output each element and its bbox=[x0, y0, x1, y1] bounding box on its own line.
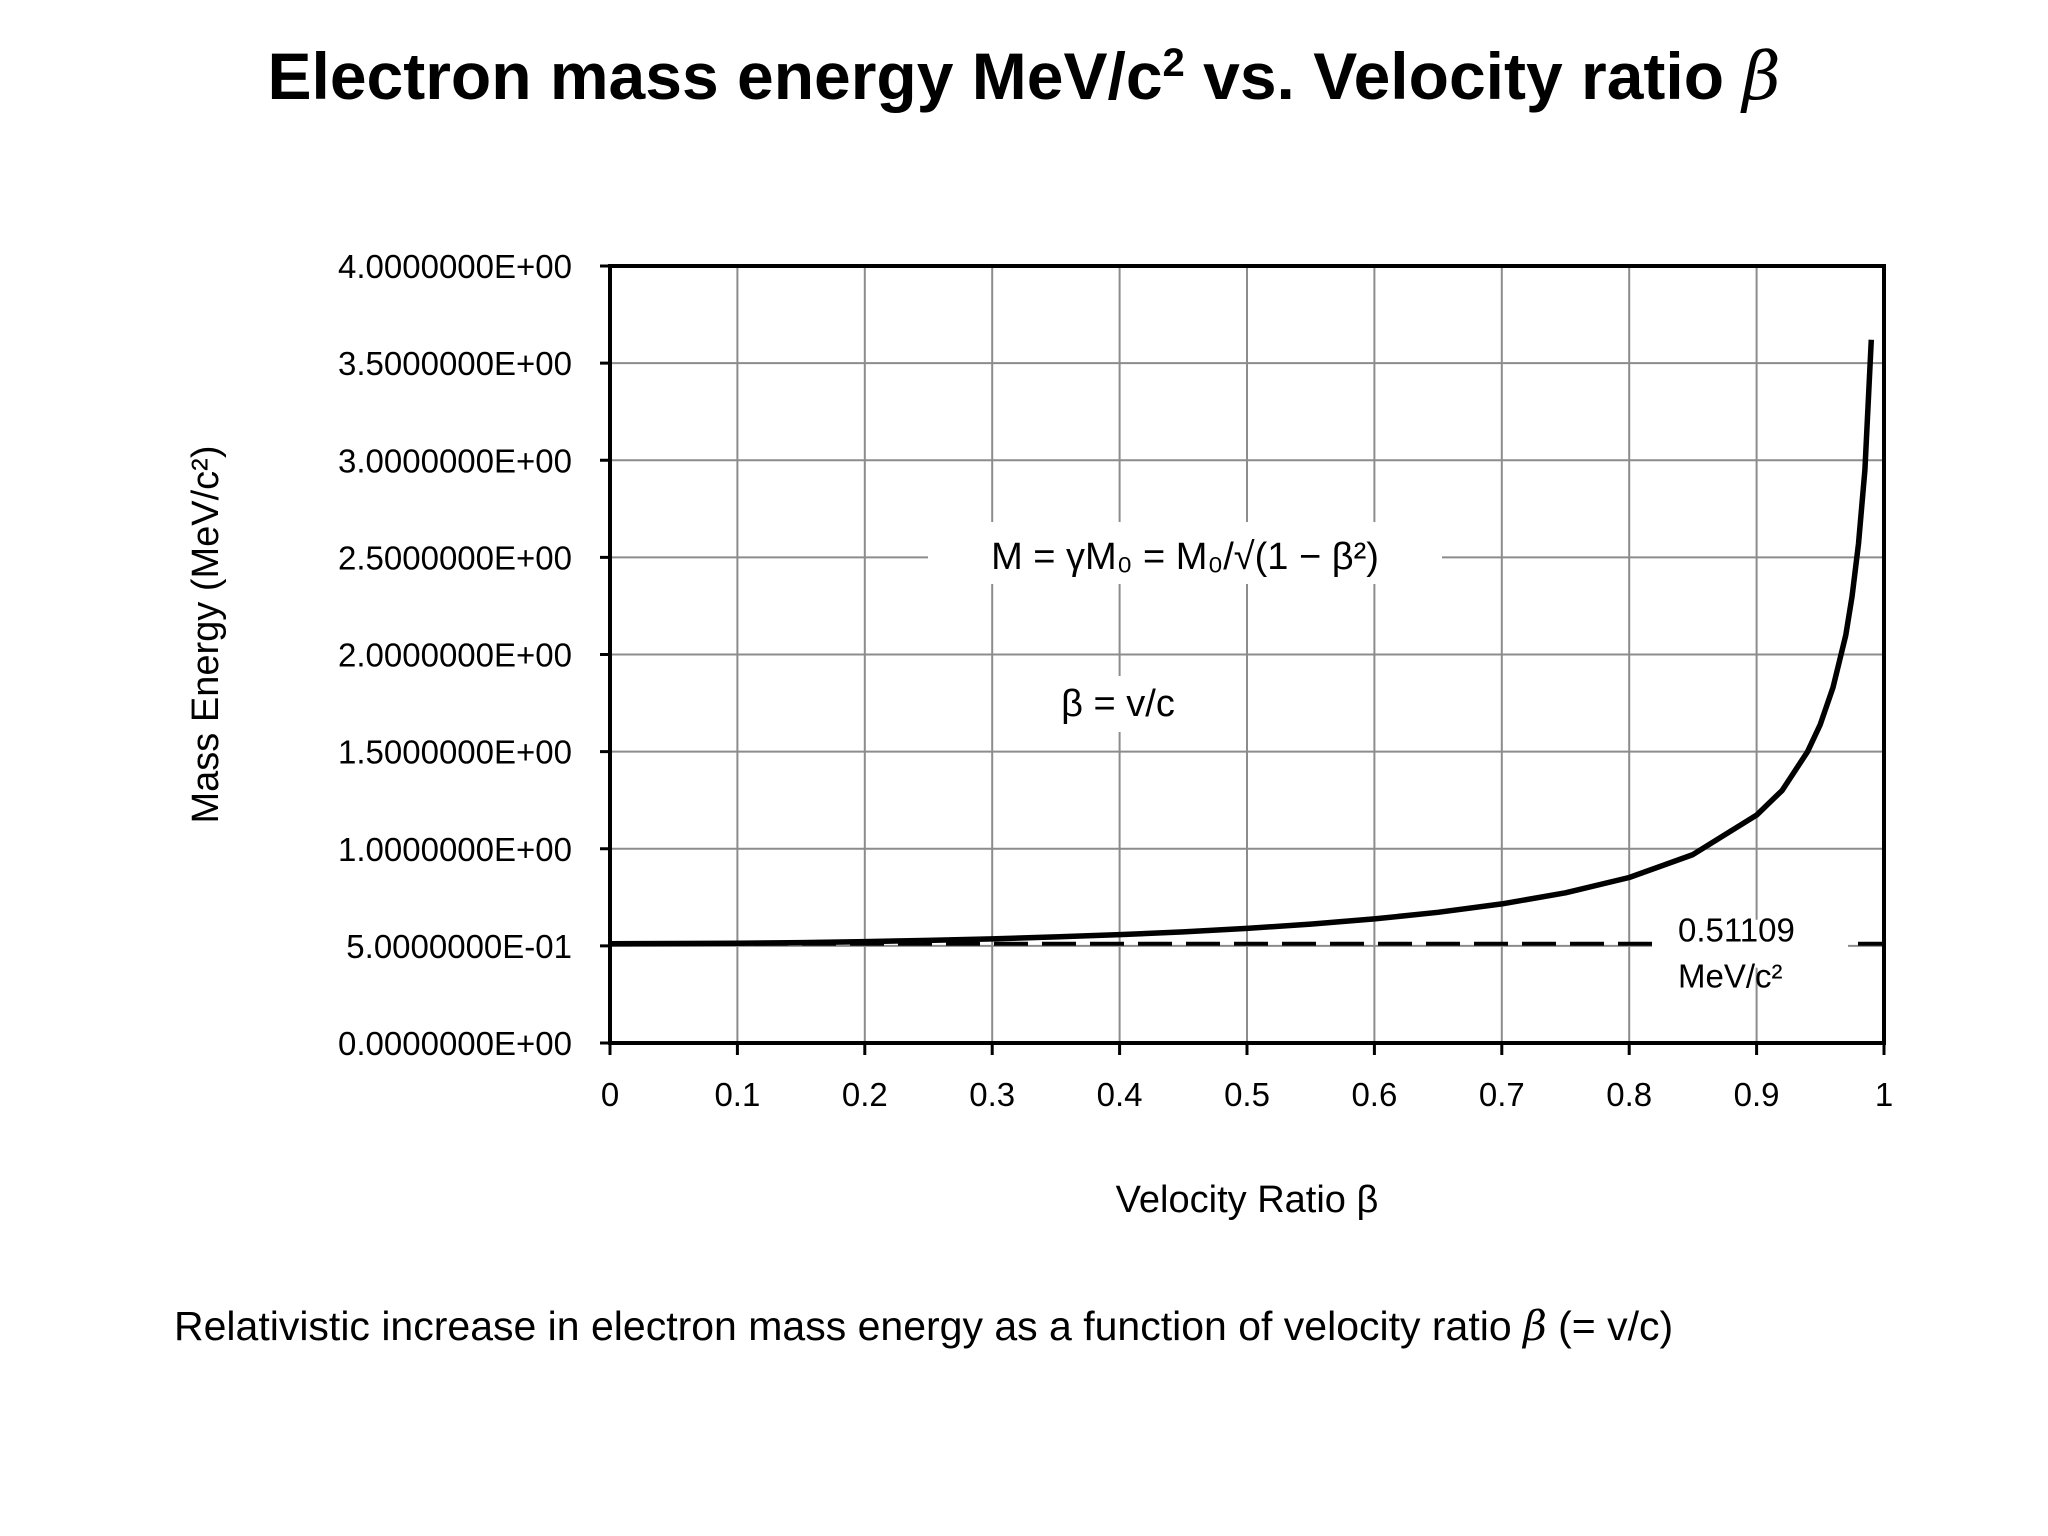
plot-frame bbox=[608, 264, 1886, 1045]
y-tick-label: 4.0000000E+00 bbox=[338, 248, 572, 285]
x-tick-label: 0.1 bbox=[714, 1076, 760, 1113]
x-tick-label: 0.2 bbox=[842, 1076, 888, 1113]
x-tick-label: 0.6 bbox=[1351, 1076, 1397, 1113]
x-tick-label: 0.4 bbox=[1097, 1076, 1143, 1113]
x-tick-label: 1 bbox=[1875, 1076, 1893, 1113]
title-superscript: 2 bbox=[1162, 41, 1185, 85]
title-prefix: Electron mass energy MeV/c bbox=[267, 39, 1163, 113]
x-tick-label: 0.9 bbox=[1734, 1076, 1780, 1113]
y-tick-label: 5.0000000E-01 bbox=[346, 928, 572, 965]
title-middle: vs. Velocity ratio bbox=[1184, 39, 1743, 113]
y-axis-label: Mass Energy (MeV/c²) bbox=[185, 446, 227, 824]
beta-definition-annotation: β = v/c bbox=[1061, 683, 1175, 725]
formula-annotation: M = γM₀ = M₀/√(1 − β²) bbox=[991, 536, 1379, 578]
figure-caption: Relativistic increase in electron mass e… bbox=[174, 1302, 1673, 1350]
y-tick-label: 1.5000000E+00 bbox=[338, 734, 572, 771]
y-tick-label: 0.0000000E+00 bbox=[338, 1025, 572, 1062]
formula-background bbox=[928, 522, 1442, 584]
x-tick-label: 0.8 bbox=[1606, 1076, 1652, 1113]
x-axis-label: Velocity Ratio β bbox=[1116, 1179, 1379, 1221]
reference-label-value: 0.51109 bbox=[1678, 912, 1795, 949]
caption-suffix: (= v/c) bbox=[1546, 1303, 1674, 1349]
y-tick-label: 3.5000000E+00 bbox=[338, 345, 572, 382]
x-tick-label: 0.5 bbox=[1224, 1076, 1270, 1113]
title-beta-symbol: β bbox=[1742, 38, 1781, 115]
x-tick-label: 0.3 bbox=[969, 1076, 1015, 1113]
y-tick-labels: 0.0000000E+00 5.0000000E-01 1.0000000E+00 1… bbox=[338, 248, 572, 1062]
series-line bbox=[609, 339, 1875, 947]
y-tick-label: 1.0000000E+00 bbox=[338, 831, 572, 868]
reference-label-unit: MeV/c² bbox=[1678, 958, 1783, 995]
y-tick-label: 2.5000000E+00 bbox=[338, 539, 572, 576]
caption-beta-symbol: β bbox=[1523, 1302, 1547, 1350]
reference-label-background bbox=[1652, 919, 1848, 968]
y-tick-label: 2.0000000E+00 bbox=[338, 637, 572, 674]
beta-definition-background bbox=[1048, 676, 1188, 732]
x-tick-label: 0.7 bbox=[1479, 1076, 1525, 1113]
caption-text: Relativistic increase in electron mass e… bbox=[174, 1303, 1524, 1349]
x-tick-label: 0 bbox=[601, 1076, 619, 1113]
x-tick-labels: 0 0.1 0.2 0.3 0.4 0.5 0.6 0.7 0.8 0.9 1 bbox=[601, 1076, 1893, 1113]
chart-title: Electron mass energy MeV/c2 vs. Velocity… bbox=[0, 38, 2048, 115]
annotations: M = γM₀ = M₀/√(1 − β²) β = v/c bbox=[928, 522, 1442, 732]
y-tick-label: 3.0000000E+00 bbox=[338, 442, 572, 479]
